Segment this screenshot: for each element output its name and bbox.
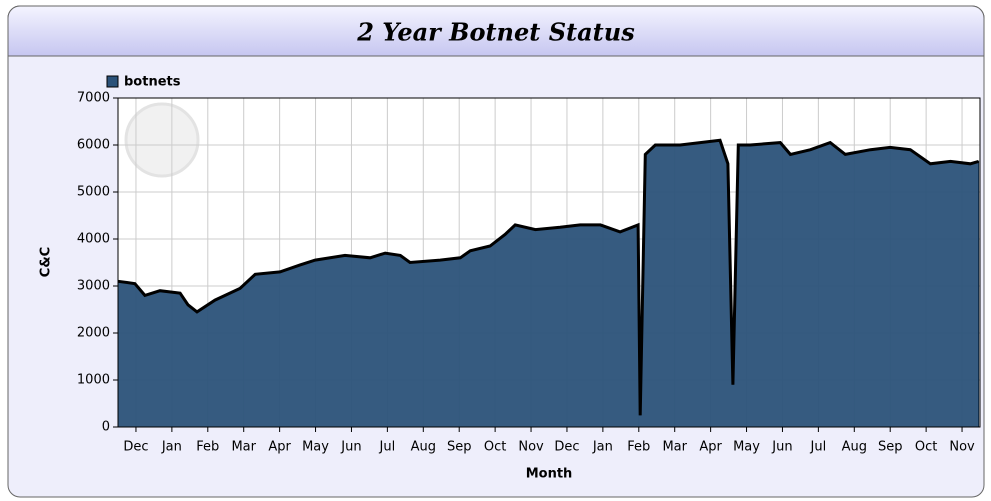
x-tick-label: Dec <box>123 440 148 455</box>
x-tick-label: Feb <box>627 440 650 455</box>
x-tick-label: Jan <box>161 440 182 455</box>
x-tick-label: Apr <box>699 440 722 455</box>
x-tick-label: Aug <box>411 440 436 455</box>
x-tick-label: Jul <box>810 440 827 455</box>
x-tick-label: Jul <box>379 440 396 455</box>
x-tick-label: Mar <box>662 440 687 455</box>
x-tick-label: May <box>733 440 760 455</box>
x-tick-label: Apr <box>268 440 291 455</box>
plot-border <box>117 97 981 428</box>
y-tick-label: 7000 <box>77 91 110 106</box>
x-tick-label: Mar <box>231 440 256 455</box>
x-tick-label: Oct <box>484 440 506 455</box>
x-tick-label: Sep <box>878 440 903 455</box>
legend-swatch <box>106 75 119 88</box>
x-tick-label: Jun <box>340 440 361 455</box>
chart-title: 2 Year Botnet Status <box>356 18 635 47</box>
y-tick-label: 4000 <box>77 232 110 247</box>
area-edge <box>117 138 980 416</box>
x-tick-label: Jun <box>771 440 792 455</box>
x-tick-label: May <box>302 440 329 455</box>
y-tick-label: 0 <box>102 420 110 435</box>
x-tick-label: Feb <box>196 440 219 455</box>
x-tick-label: Sep <box>447 440 472 455</box>
legend-label: botnets <box>124 75 181 90</box>
x-tick-label: Dec <box>554 440 579 455</box>
y-tick-label: 5000 <box>77 185 110 200</box>
x-tick-label: Nov <box>949 440 975 455</box>
x-tick-label: Jan <box>592 440 613 455</box>
x-axis-label: Month <box>526 467 573 482</box>
y-tick-label: 6000 <box>77 138 110 153</box>
y-tick-label: 3000 <box>77 279 110 294</box>
y-tick-label: 2000 <box>77 326 110 341</box>
x-tick-label: Aug <box>842 440 867 455</box>
title-bar <box>7 5 985 57</box>
y-tick-label: 1000 <box>77 373 110 388</box>
watermark <box>124 102 200 178</box>
x-tick-label: Oct <box>915 440 937 455</box>
y-axis-label: C&C <box>39 247 54 277</box>
x-tick-label: Nov <box>518 440 544 455</box>
